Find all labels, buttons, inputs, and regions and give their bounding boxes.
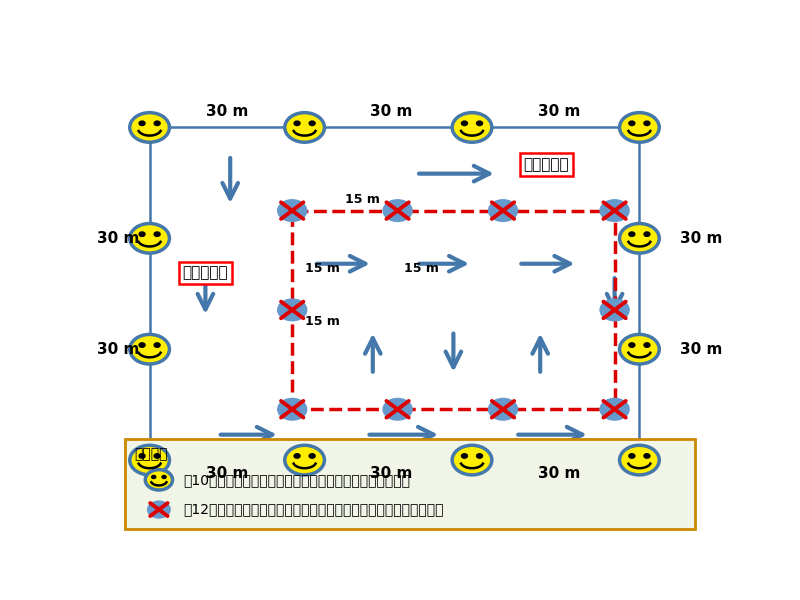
Text: 30 m: 30 m [370,466,413,481]
Text: 15 m: 15 m [305,262,339,275]
Text: 魚群の動き: 魚群の動き [182,265,228,280]
Circle shape [278,398,306,420]
Circle shape [629,343,635,347]
Circle shape [600,200,629,221]
FancyBboxPatch shape [125,439,695,529]
Circle shape [139,343,145,347]
Circle shape [619,224,659,253]
Circle shape [309,454,315,458]
Text: 30 m: 30 m [370,104,413,119]
Circle shape [146,470,173,490]
Text: 30 m: 30 m [680,341,722,356]
Text: ：12か所の禁漁用漁礁（赤点線内は資源保護のため立ち入り禁止）: ：12か所の禁漁用漁礁（赤点線内は資源保護のため立ち入り禁止） [184,503,444,517]
Circle shape [130,224,170,253]
Circle shape [278,200,306,221]
Circle shape [619,445,659,475]
Circle shape [130,334,170,364]
Circle shape [477,121,482,125]
Circle shape [489,200,518,221]
Text: 30 m: 30 m [680,231,722,246]
Circle shape [619,334,659,364]
Circle shape [629,232,635,236]
Circle shape [644,454,650,458]
Circle shape [462,121,467,125]
Circle shape [130,113,170,142]
Circle shape [619,113,659,142]
Circle shape [148,501,170,518]
Text: 魚群の動き: 魚群の動き [523,157,570,172]
Circle shape [285,113,325,142]
Circle shape [452,113,492,142]
Circle shape [130,445,170,475]
Circle shape [600,299,629,321]
Circle shape [489,398,518,420]
Text: 30 m: 30 m [538,104,580,119]
Text: 30 m: 30 m [98,231,140,246]
Circle shape [600,398,629,420]
Circle shape [629,454,635,458]
Circle shape [462,454,467,458]
Text: 15 m: 15 m [404,262,438,275]
Circle shape [139,121,145,125]
Circle shape [383,398,412,420]
Circle shape [285,445,325,475]
Circle shape [154,232,160,236]
Circle shape [154,121,160,125]
Text: 30 m: 30 m [206,104,248,119]
Text: 30 m: 30 m [538,466,580,481]
Circle shape [139,454,145,458]
Circle shape [154,454,160,458]
Circle shape [139,232,145,236]
Circle shape [154,343,160,347]
Circle shape [278,299,306,321]
Circle shape [294,121,300,125]
Circle shape [644,343,650,347]
Text: ：10か所の漁獲可能な漁礁（持続可能な漁獲につながる）: ：10か所の漁獲可能な漁礁（持続可能な漁獲につながる） [184,473,410,487]
Text: 15 m: 15 m [345,193,380,206]
Circle shape [309,121,315,125]
Text: 30 m: 30 m [98,341,140,356]
Text: （凡例）: （凡例） [134,448,168,461]
Circle shape [294,454,300,458]
Circle shape [477,454,482,458]
Circle shape [383,200,412,221]
Circle shape [162,475,166,479]
Circle shape [452,445,492,475]
Circle shape [152,475,156,479]
Text: 30 m: 30 m [206,466,248,481]
Bar [292,211,614,409]
Text: 15 m: 15 m [305,315,339,328]
Circle shape [644,121,650,125]
Circle shape [644,232,650,236]
Circle shape [629,121,635,125]
